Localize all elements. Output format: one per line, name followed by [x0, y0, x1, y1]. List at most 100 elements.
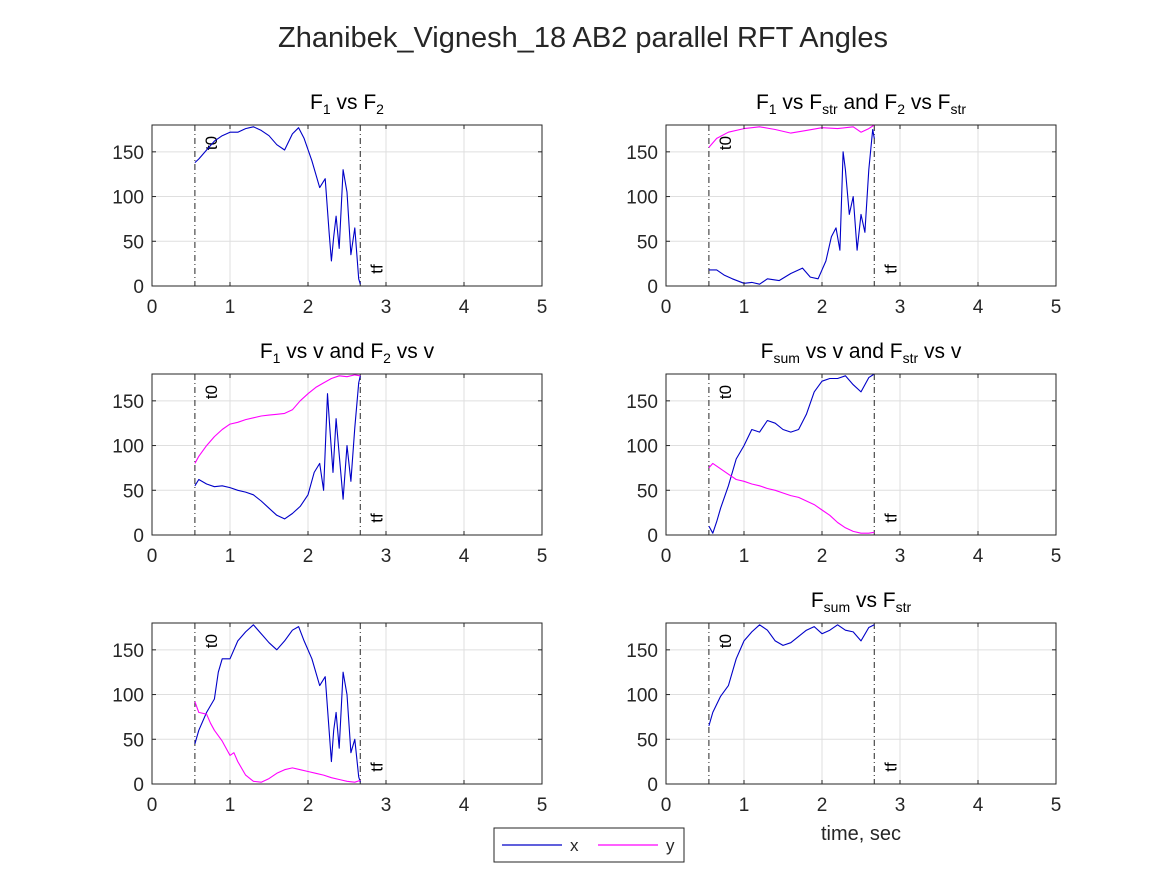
x-axis-label: time, sec [821, 823, 901, 845]
x-tick-label: 5 [537, 546, 548, 567]
y-tick-label: 50 [123, 481, 144, 502]
y-tick-label: 100 [626, 188, 658, 209]
x-tick-label: 4 [459, 795, 470, 816]
marker-label-tf: tf [367, 762, 386, 772]
x-tick-label: 2 [303, 297, 314, 318]
x-tick-label: 1 [225, 297, 236, 318]
x-tick-label: 3 [381, 297, 392, 318]
y-tick-label: 100 [112, 437, 144, 458]
subplot-title: F1 vs v and F2 vs v [260, 340, 435, 366]
subplot-title: Fsum vs Fstr [811, 589, 912, 615]
x-tick-label: 3 [381, 546, 392, 567]
x-tick-label: 1 [739, 795, 750, 816]
series-line-x [194, 375, 361, 520]
marker-label-tf: tf [367, 264, 386, 274]
x-tick-label: 4 [973, 297, 984, 318]
y-tick-label: 150 [112, 641, 144, 662]
y-tick-label: 50 [637, 232, 658, 253]
figure-title: Zhanibek_Vignesh_18 AB2 parallel RFT Ang… [278, 22, 888, 54]
axes-box [151, 124, 543, 287]
y-tick-label: 100 [112, 686, 144, 707]
subplot-title: F1 vs F2 [310, 91, 384, 117]
marker-label-tf: tf [881, 762, 900, 772]
marker-label-t0: t0 [716, 136, 735, 150]
y-tick-label: 50 [123, 730, 144, 751]
x-tick-label: 0 [147, 297, 158, 318]
series-line-x [708, 128, 875, 285]
x-tick-label: 0 [147, 546, 158, 567]
x-tick-label: 4 [459, 297, 470, 318]
series-line-x [708, 373, 875, 534]
x-tick-label: 0 [661, 795, 672, 816]
x-tick-label: 3 [895, 795, 906, 816]
y-tick-label: 0 [647, 775, 658, 796]
axes-box [665, 124, 1057, 287]
x-tick-label: 2 [303, 795, 314, 816]
marker-label-tf: tf [367, 513, 386, 523]
axes-box [665, 622, 1057, 785]
y-tick-label: 0 [647, 526, 658, 547]
marker-label-tf: tf [881, 264, 900, 274]
x-tick-label: 2 [817, 546, 828, 567]
y-tick-label: 50 [637, 481, 658, 502]
x-tick-label: 2 [817, 297, 828, 318]
y-tick-label: 150 [112, 143, 144, 164]
x-tick-label: 0 [147, 795, 158, 816]
x-tick-label: 1 [225, 795, 236, 816]
x-tick-label: 0 [661, 546, 672, 567]
marker-label-t0: t0 [202, 385, 221, 399]
y-tick-label: 0 [133, 775, 144, 796]
axes-box [151, 373, 543, 536]
y-tick-label: 100 [112, 188, 144, 209]
y-tick-label: 100 [626, 686, 658, 707]
series-line-y [708, 124, 875, 148]
subplot-title: Fsum vs v and Fstr vs v [761, 340, 962, 366]
x-tick-label: 0 [661, 297, 672, 318]
x-tick-label: 5 [1051, 297, 1062, 318]
x-tick-label: 3 [381, 795, 392, 816]
x-tick-label: 5 [1051, 546, 1062, 567]
x-tick-label: 5 [1051, 795, 1062, 816]
y-tick-label: 0 [133, 277, 144, 298]
marker-label-tf: tf [881, 513, 900, 523]
x-tick-label: 3 [895, 297, 906, 318]
legend: x y [493, 827, 685, 863]
series-line-y [708, 462, 875, 534]
y-tick-label: 50 [637, 730, 658, 751]
series-line-x [194, 126, 361, 285]
y-tick-label: 150 [626, 143, 658, 164]
x-tick-label: 1 [739, 546, 750, 567]
legend-label-y: y [666, 836, 675, 855]
x-tick-label: 4 [973, 546, 984, 567]
series-line-x [194, 624, 361, 783]
legend-label-x: x [570, 836, 579, 855]
x-tick-label: 2 [303, 546, 314, 567]
axes-box [665, 373, 1057, 536]
y-tick-label: 0 [133, 526, 144, 547]
y-tick-label: 150 [626, 392, 658, 413]
x-tick-label: 4 [973, 795, 984, 816]
x-tick-label: 2 [817, 795, 828, 816]
x-tick-label: 5 [537, 795, 548, 816]
y-tick-label: 0 [647, 277, 658, 298]
marker-label-t0: t0 [716, 634, 735, 648]
axes-box [151, 622, 543, 785]
x-tick-label: 1 [739, 297, 750, 318]
x-tick-label: 5 [537, 297, 548, 318]
marker-label-t0: t0 [716, 385, 735, 399]
x-tick-label: 1 [225, 546, 236, 567]
marker-label-t0: t0 [202, 634, 221, 648]
series-line-x [708, 624, 875, 727]
x-tick-label: 4 [459, 546, 470, 567]
y-tick-label: 50 [123, 232, 144, 253]
series-line-y [194, 374, 361, 464]
x-tick-label: 3 [895, 546, 906, 567]
y-tick-label: 100 [626, 437, 658, 458]
